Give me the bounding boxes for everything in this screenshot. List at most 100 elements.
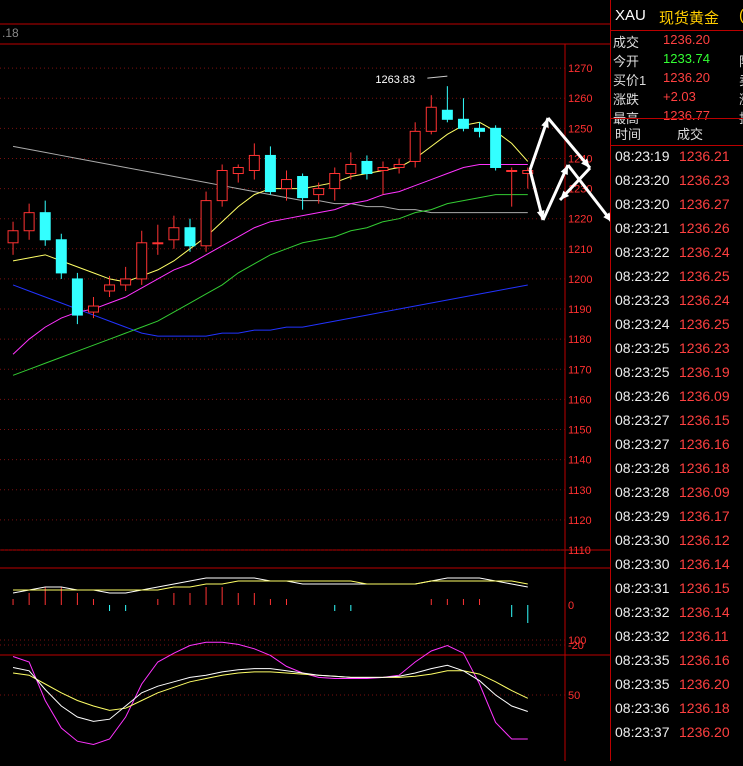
tick-row: 08:23:27 1236.16 xyxy=(611,436,743,460)
annotation-arrow xyxy=(566,164,614,223)
ticks-header: 时间 成交 xyxy=(611,118,743,146)
candle-body xyxy=(232,166,244,175)
tick-row: 08:23:20 1236.23 xyxy=(611,172,743,196)
price-tick-label: 1260 xyxy=(568,93,592,105)
tick-time: 08:23:25 xyxy=(615,340,670,356)
quote-right-label: 卖 xyxy=(739,70,743,89)
price-tick-label: 1120 xyxy=(568,515,592,527)
tick-row: 08:23:32 1236.14 xyxy=(611,604,743,628)
tick-row: 08:23:24 1236.25 xyxy=(611,316,743,340)
high-price-label: 1263.83 xyxy=(375,74,415,86)
candle-body xyxy=(55,239,67,274)
quote-right-label: 涨 xyxy=(739,89,743,108)
annotation-arrowhead xyxy=(560,165,568,175)
price-tick-label: 1150 xyxy=(568,425,592,437)
quote-value: 1236.77 xyxy=(663,108,710,123)
annotation-arrowhead xyxy=(560,190,570,200)
price-tick-label: 1210 xyxy=(568,244,592,256)
annotation-arrowhead xyxy=(603,212,612,222)
quote-row: 买价1 1236.20 卖 xyxy=(611,70,743,89)
tick-price: 1236.23 xyxy=(679,340,730,356)
tick-price: 1236.27 xyxy=(679,196,730,212)
tick-time: 08:23:32 xyxy=(615,628,670,644)
chart-corner-label: .18 xyxy=(2,26,19,40)
tick-price: 1236.21 xyxy=(679,148,730,164)
kdj-k-line xyxy=(12,664,528,722)
tick-row: 08:23:27 1236.15 xyxy=(611,412,743,436)
tick-price: 1236.15 xyxy=(679,580,730,596)
chart-canvas: 1270126012501240123012201210120011901180… xyxy=(0,23,614,761)
tick-time: 08:23:22 xyxy=(615,268,670,284)
tick-price: 1236.24 xyxy=(679,292,730,308)
candle-body xyxy=(168,227,180,241)
macd-tick-label: -20 xyxy=(568,640,584,652)
candle-body xyxy=(425,106,437,132)
tick-price: 1236.16 xyxy=(679,652,730,668)
macd-dea-line xyxy=(13,580,528,591)
tick-time: 08:23:28 xyxy=(615,484,670,500)
tick-price: 1236.25 xyxy=(679,268,730,284)
tick-price: 1236.18 xyxy=(679,460,730,476)
tick-time: 08:23:22 xyxy=(615,244,670,260)
tick-row: 08:23:22 1236.24 xyxy=(611,244,743,268)
tick-time: 08:23:20 xyxy=(615,196,670,212)
kdj-tick-label: 50 xyxy=(568,690,580,702)
price-tick-label: 1270 xyxy=(568,63,592,75)
candle-body xyxy=(87,305,99,313)
candle-body xyxy=(457,118,469,129)
tick-price: 1236.09 xyxy=(679,484,730,500)
quote-row: 成交 1236.20 xyxy=(611,32,743,51)
candle-body xyxy=(361,160,373,175)
tick-price: 1236.15 xyxy=(679,412,730,428)
candle-body xyxy=(490,127,502,168)
macd-dif-line xyxy=(12,577,528,594)
tick-price: 1236.17 xyxy=(679,508,730,524)
quote-row: 今开 1233.74 隐 xyxy=(611,51,743,70)
kdj-j-line xyxy=(12,641,528,746)
quote-value: 1236.20 xyxy=(663,70,710,85)
candle-body xyxy=(136,242,148,280)
tick-row: 08:23:28 1236.09 xyxy=(611,484,743,508)
candle-body xyxy=(200,200,212,247)
tick-row: 08:23:36 1236.18 xyxy=(611,700,743,724)
tick-price: 1236.14 xyxy=(679,604,730,620)
price-tick-label: 1190 xyxy=(568,304,592,316)
macd-tick-label: 0 xyxy=(568,600,574,612)
price-tick-label: 1160 xyxy=(568,394,592,406)
tick-row: 08:23:29 1236.17 xyxy=(611,508,743,532)
quote-row: 涨跌 +2.03 涨 xyxy=(611,89,743,108)
candle-body xyxy=(345,163,357,175)
annotation-arrowhead xyxy=(581,158,590,168)
high-marker-line xyxy=(427,75,448,79)
candlestick-chart[interactable]: 1270 1260 1250 1240 1230 1220 1210 1200 1190 1180… xyxy=(0,0,614,761)
ma-line-green xyxy=(12,194,528,376)
quote-value: 1236.20 xyxy=(663,32,710,47)
candle-body xyxy=(377,166,389,172)
price-tick-label: 1170 xyxy=(568,364,592,376)
quote-key: 成交 xyxy=(613,35,640,50)
candle-body xyxy=(281,179,292,190)
tick-price: 1236.09 xyxy=(679,388,730,404)
tick-row: 08:23:20 1236.27 xyxy=(611,196,743,220)
kdj-tick-label: 100 xyxy=(568,635,586,647)
tick-time: 08:23:30 xyxy=(615,556,670,572)
tick-time: 08:23:25 xyxy=(615,364,670,380)
tick-row: 08:23:30 1236.14 xyxy=(611,556,743,580)
quote-key: 涨跌 xyxy=(613,92,640,107)
price-tick-label: 1110 xyxy=(568,545,591,557)
tick-price: 1236.11 xyxy=(679,628,729,644)
candle-body xyxy=(248,154,260,171)
price-tick-label: 1250 xyxy=(568,123,592,135)
candle-body xyxy=(23,212,35,232)
tick-price: 1236.12 xyxy=(679,532,730,548)
price-tick-label: 1180 xyxy=(568,334,592,346)
price-tick-label: 1130 xyxy=(568,485,592,497)
tick-row: 08:23:35 1236.16 xyxy=(611,652,743,676)
tick-row: 08:23:26 1236.09 xyxy=(611,388,743,412)
candle-body xyxy=(120,278,132,286)
candle-body xyxy=(297,176,309,199)
tick-row: 08:23:23 1236.24 xyxy=(611,292,743,316)
price-tick-label: 1200 xyxy=(568,274,592,286)
candle-body xyxy=(216,170,228,202)
